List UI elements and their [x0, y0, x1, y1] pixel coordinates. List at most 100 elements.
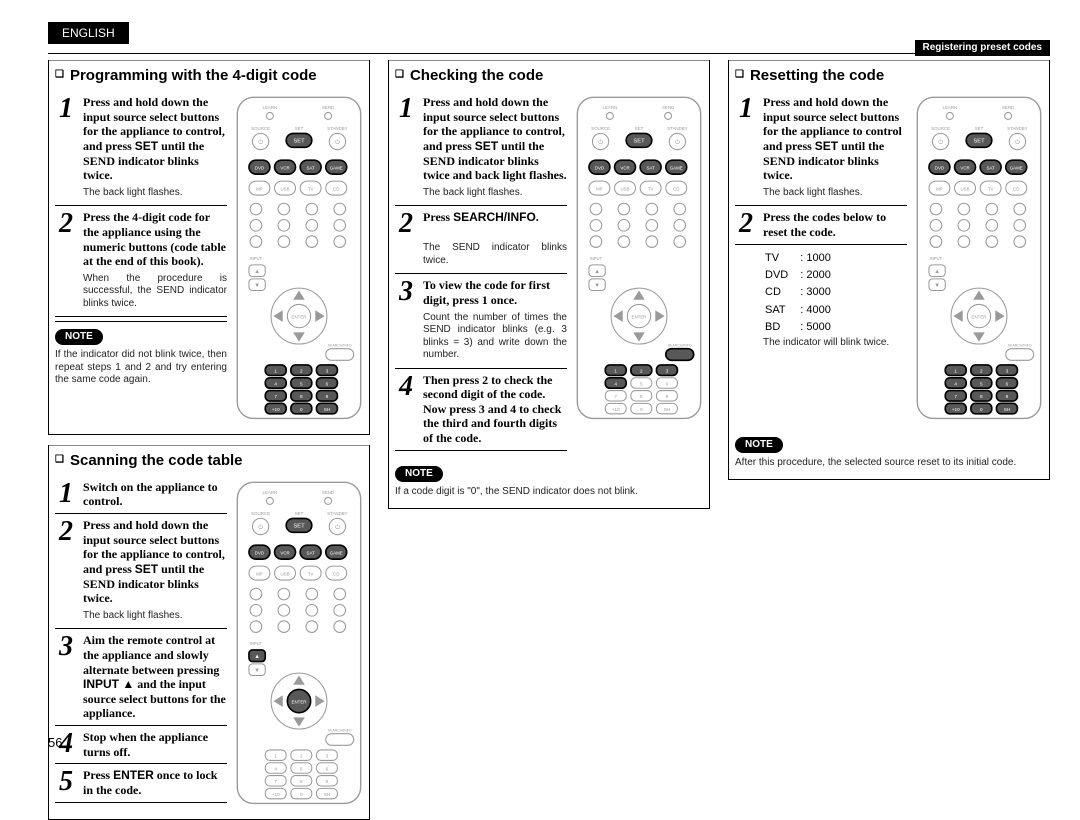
svg-text:SAT: SAT	[987, 165, 996, 170]
step-number: 3	[55, 633, 77, 721]
svg-text:⏻: ⏻	[1015, 139, 1020, 146]
step-text: Press and hold down the input source sel…	[83, 95, 227, 183]
remote-svg: LEARNSEND SOURCESETSTANDBY ⏻ SET ⏻ DVD V…	[235, 480, 363, 806]
step-text: Press the codes below to reset the code.	[763, 210, 907, 239]
svg-text:STANDBY: STANDBY	[667, 126, 688, 131]
svg-text:SH: SH	[324, 407, 330, 412]
svg-text:5: 5	[980, 381, 983, 386]
bullet-icon: ❏	[55, 69, 64, 81]
svg-text:2: 2	[300, 753, 303, 758]
steps-programming: 1 Press and hold down the input source s…	[55, 95, 227, 426]
step-subtext: Count the number of times the SEND indic…	[423, 312, 567, 362]
svg-text:SH: SH	[1004, 407, 1010, 412]
svg-text:SAT: SAT	[647, 165, 656, 170]
svg-text:7: 7	[614, 394, 617, 399]
svg-text:⏻: ⏻	[258, 524, 263, 531]
svg-text:MP: MP	[256, 186, 263, 191]
svg-text:9: 9	[326, 779, 329, 784]
svg-text:1: 1	[614, 369, 617, 374]
svg-text:⏻: ⏻	[258, 139, 263, 146]
svg-text:▼: ▼	[594, 283, 600, 289]
svg-text:SET: SET	[633, 139, 645, 145]
svg-text:SEARCH/INFO: SEARCH/INFO	[328, 343, 352, 347]
language-tab: ENGLISH	[48, 22, 129, 44]
svg-text:SET: SET	[975, 126, 984, 131]
svg-text:ENTER: ENTER	[292, 314, 307, 319]
svg-text:⏻: ⏻	[598, 139, 603, 146]
svg-text:▲: ▲	[594, 269, 600, 275]
svg-text:VCR: VCR	[280, 550, 289, 555]
svg-text:DVD: DVD	[935, 165, 944, 170]
step-subtext: The back light flashes.	[83, 610, 227, 623]
svg-text:+10: +10	[272, 792, 280, 797]
section-resetting: ❏ Resetting the code 1 Press and hold do…	[728, 60, 1050, 480]
step-text: Then press 2 to check the second digit o…	[423, 373, 567, 446]
step-text: Switch on the appliance to control.	[83, 480, 227, 509]
svg-text:6: 6	[1006, 381, 1009, 386]
svg-text:⏻: ⏻	[335, 524, 340, 531]
svg-text:GAME: GAME	[330, 165, 343, 170]
svg-text:USB: USB	[281, 571, 290, 576]
step-subtext: The back light flashes.	[83, 187, 227, 200]
step: 1 Switch on the appliance to control.	[55, 480, 227, 509]
svg-text:▼: ▼	[934, 283, 940, 289]
svg-text:0: 0	[300, 407, 303, 412]
svg-text:7: 7	[274, 394, 277, 399]
svg-text:MP: MP	[596, 186, 603, 191]
step: 5 Press ENTER once to lock in the code.	[55, 768, 227, 797]
svg-text:0: 0	[980, 407, 983, 412]
svg-text:3: 3	[326, 369, 329, 374]
steps-scanning: 1 Switch on the appliance to control. 2 …	[55, 480, 227, 811]
bullet-icon: ❏	[395, 69, 404, 81]
step-text: Aim the remote control at the appliance …	[83, 633, 227, 721]
svg-text:4: 4	[274, 381, 277, 386]
svg-text:SEND: SEND	[322, 105, 334, 110]
title-text: Checking the code	[410, 67, 543, 85]
step-text: To view the code for first digit, press …	[423, 278, 567, 307]
svg-text:⏻: ⏻	[675, 139, 680, 146]
step: 4 Then press 2 to check the second digit…	[395, 373, 567, 446]
step-number: 1	[395, 95, 417, 183]
svg-text:MP: MP	[256, 571, 263, 576]
svg-text:SET: SET	[973, 139, 985, 145]
step: 1 Press and hold down the input source s…	[55, 95, 227, 183]
svg-text:8: 8	[300, 394, 303, 399]
svg-text:SEARCH/INFO: SEARCH/INFO	[668, 343, 692, 347]
section-checking: ❏ Checking the code 1 Press and hold dow…	[388, 60, 710, 509]
step-subtext: When the procedure is successful, the SE…	[83, 273, 227, 311]
svg-text:3: 3	[1006, 369, 1009, 374]
svg-text:1: 1	[954, 369, 957, 374]
svg-text:STANDBY: STANDBY	[327, 126, 348, 131]
svg-text:DVD: DVD	[595, 165, 604, 170]
svg-text:VCR: VCR	[280, 165, 289, 170]
svg-text:SEND: SEND	[322, 490, 334, 495]
svg-text:INPUT: INPUT	[250, 256, 263, 261]
column-2: ❏ Checking the code 1 Press and hold dow…	[388, 60, 710, 725]
svg-text:USB: USB	[281, 186, 290, 191]
step-subtext: The back light flashes.	[763, 187, 907, 200]
svg-text:4: 4	[614, 381, 617, 386]
step-text: Press and hold down the input source sel…	[423, 95, 567, 183]
svg-text:CD: CD	[673, 186, 679, 191]
svg-text:1: 1	[274, 369, 277, 374]
svg-text:▲: ▲	[934, 269, 940, 275]
svg-text:LEARN: LEARN	[263, 105, 278, 110]
svg-text:3: 3	[326, 753, 329, 758]
step-subtext: The SEND indicator blinks twice.	[423, 242, 567, 267]
svg-text:GAME: GAME	[330, 550, 343, 555]
step: 3 Aim the remote control at the applianc…	[55, 633, 227, 721]
note-pill: NOTE	[735, 437, 783, 453]
title-text: Programming with the 4-digit code	[70, 67, 317, 85]
svg-text:SAT: SAT	[307, 550, 316, 555]
svg-text:VCR: VCR	[960, 165, 969, 170]
title-text: Scanning the code table	[70, 452, 243, 470]
svg-text:▼: ▼	[254, 668, 260, 674]
section-title: ❏ Checking the code	[389, 60, 709, 91]
svg-text:SH: SH	[664, 407, 670, 412]
step-number: 4	[395, 373, 417, 446]
svg-text:ENTER: ENTER	[632, 314, 647, 319]
svg-text:TV: TV	[648, 186, 654, 191]
steps-checking: 1 Press and hold down the input source s…	[395, 95, 567, 455]
svg-text:CD: CD	[333, 571, 339, 576]
svg-text:SET: SET	[635, 126, 644, 131]
